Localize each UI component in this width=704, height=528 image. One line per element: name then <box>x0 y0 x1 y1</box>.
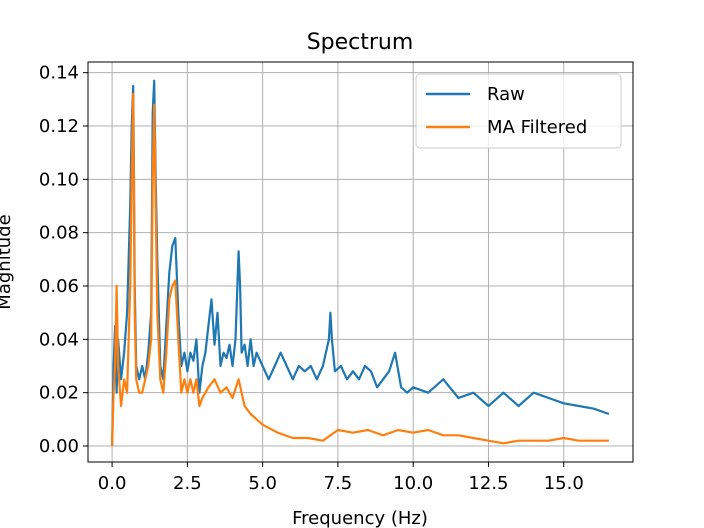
x-tick-label: 2.5 <box>173 473 202 494</box>
y-tick-label: 0.14 <box>39 63 79 84</box>
legend: Raw MA Filtered <box>415 73 622 149</box>
x-axis-ticks: 0.0 2.5 5.0 7.5 10.0 12.5 15.0 <box>98 462 584 494</box>
x-tick-label: 7.5 <box>324 473 353 494</box>
y-tick-label: 0.02 <box>39 383 79 404</box>
y-axis-label: Magnitude <box>0 214 15 309</box>
x-tick-label: 5.0 <box>248 473 277 494</box>
chart-title: Spectrum <box>307 30 414 55</box>
plot-frame <box>87 61 634 463</box>
legend-box <box>415 73 622 149</box>
series-line-ma-filtered <box>111 92 609 447</box>
x-tick-label: 0.0 <box>98 473 127 494</box>
x-axis-label: Frequency (Hz) <box>292 508 428 528</box>
y-tick-label: 0.08 <box>39 223 79 244</box>
legend-label-raw: Raw <box>487 84 525 105</box>
y-tick-label: 0.04 <box>39 329 79 350</box>
y-tick-label: 0.00 <box>39 436 79 457</box>
x-tick-label: 10.0 <box>393 473 433 494</box>
y-tick-label: 0.06 <box>39 276 79 297</box>
y-tick-label: 0.12 <box>39 116 79 137</box>
y-axis-ticks: 0.00 0.02 0.04 0.06 0.08 0.10 0.12 0.14 <box>39 63 88 457</box>
x-tick-label: 15.0 <box>544 473 584 494</box>
series-layer <box>111 79 610 447</box>
y-grid <box>88 72 633 447</box>
y-tick-label: 0.10 <box>39 169 79 190</box>
legend-label-ma-filtered: MA Filtered <box>487 117 587 138</box>
x-tick-label: 12.5 <box>468 473 508 494</box>
